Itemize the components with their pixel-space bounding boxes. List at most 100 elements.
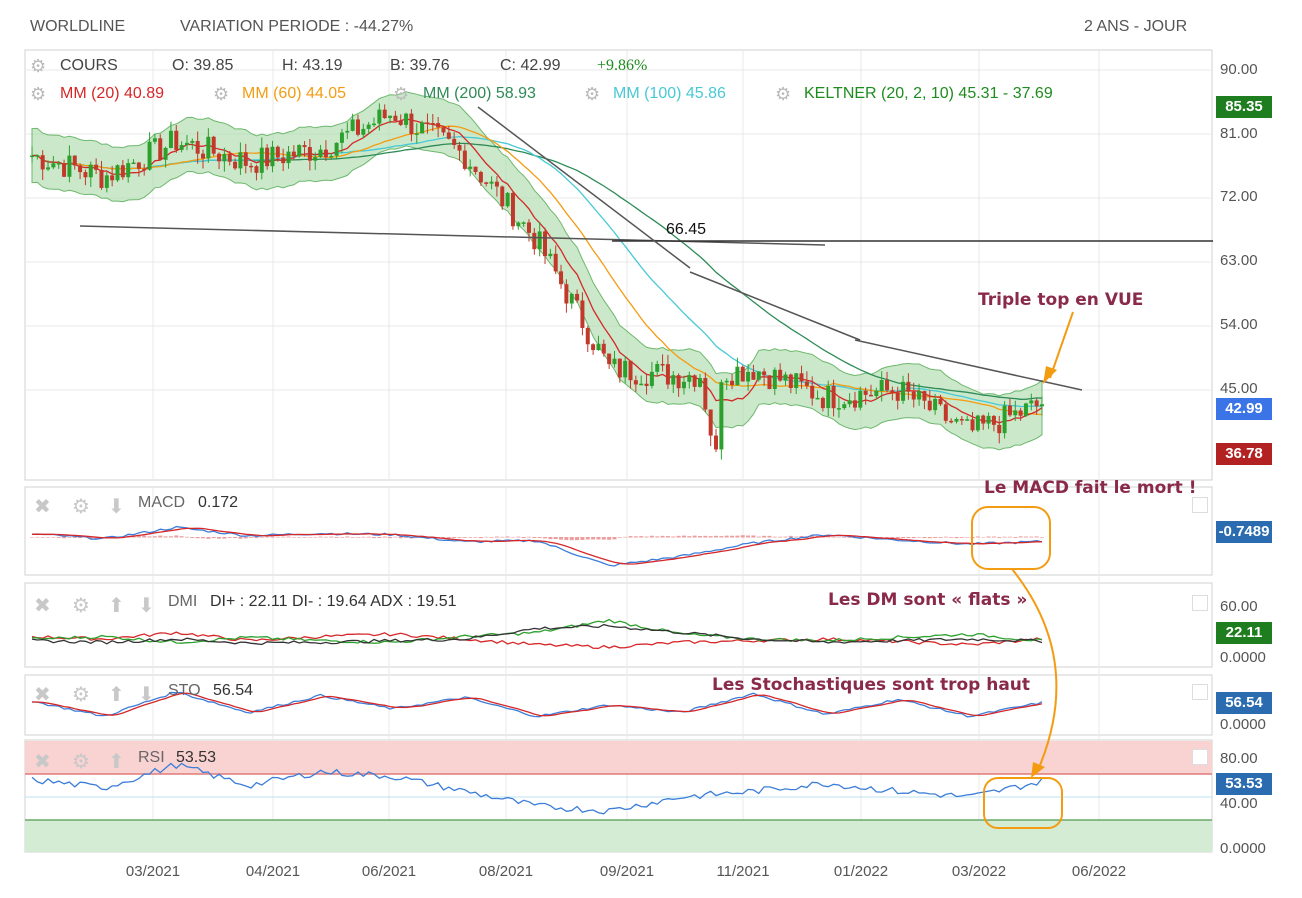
candle-body [457,145,462,151]
close-icon[interactable]: ✖ [34,593,51,617]
candle-body [981,415,986,424]
candle-body [184,142,189,145]
macd-histogram-bar [575,537,580,541]
candle-body [286,151,291,164]
candle-body [174,130,179,150]
price-tick: 81.00 [1220,125,1258,142]
candle-body [254,166,259,173]
macd-highlight [971,506,1051,570]
gear-icon[interactable]: ⚙ [30,84,47,105]
sto-panel-frame [24,674,1213,736]
candle-body [772,369,777,389]
candle-body [537,231,542,250]
arrow-down-icon[interactable]: ⬇ [138,593,155,617]
candle-body [484,182,489,184]
candle-body [211,136,216,154]
dmi-label: DMI [168,593,198,610]
macd-histogram-bar [911,537,916,539]
gear-icon[interactable]: ⚙ [775,84,792,105]
macd-histogram-bar [334,537,339,538]
gear-icon[interactable]: ⚙ [72,749,90,773]
annotation-arrows [971,311,1074,829]
candle-body [313,157,318,161]
candle-body [687,375,692,382]
close-icon[interactable]: ✖ [34,494,51,518]
macd-histogram-bar [249,537,254,538]
price-tick: 72.00 [1220,188,1258,205]
candle-body [1018,410,1023,416]
time-tick: 01/2022 [833,863,889,880]
gear-icon[interactable]: ⚙ [72,494,90,518]
macd-histogram-bar [649,535,654,538]
macd-histogram-bar [681,535,686,538]
candle-body [249,165,254,168]
macd-histogram-bar [879,537,884,538]
arrow-down-icon[interactable]: ⬇ [108,494,125,518]
period-selector[interactable]: 2 ANS - JOUR [1084,18,1188,35]
candle-body [933,398,938,411]
candle-body [991,415,996,425]
mm60-legend: MM (60) 44.05 [242,85,347,102]
candle-body [505,192,510,207]
candle-body [377,109,382,124]
rsi-overbought-zone [25,741,1212,774]
macd-histogram-bar [917,537,922,538]
symbol-label: WORLDLINE [30,18,126,35]
arrow-up-icon[interactable]: ⬆ [108,682,125,706]
macd-histogram-bar [174,535,179,538]
candle-body [281,157,286,164]
macd-histogram-bar [168,536,173,538]
mm100-legend: MM (100) 45.86 [613,85,726,102]
macd-histogram-bar [569,537,574,541]
macd-histogram-bar [500,536,505,538]
macd-histogram-bar [644,536,649,538]
candle-body [302,145,307,148]
dmi-tick: 60.00 [1220,598,1258,615]
rsi-panel-checkbox[interactable] [1192,749,1208,765]
candle-body [569,293,574,304]
candle-body [970,419,975,431]
macd-histogram-bar [981,536,986,538]
macd-histogram-bar [591,537,596,540]
gear-icon[interactable]: ⚙ [30,56,47,77]
gear-icon[interactable]: ⚙ [213,84,230,105]
gear-icon[interactable]: ⚙ [393,84,410,105]
gear-icon[interactable]: ⚙ [72,593,90,617]
arrow-up-icon[interactable]: ⬆ [108,749,125,773]
close-icon[interactable]: ✖ [34,749,51,773]
macd-histogram-bar [275,536,280,538]
macd-histogram-bar [195,537,200,539]
candle-body [740,366,745,382]
candle-body [959,418,964,421]
candle-body [799,373,804,382]
gear-icon[interactable]: ⚙ [584,84,601,105]
macd-histogram-bar [949,537,954,538]
macd-histogram-bar [1002,536,1007,538]
arrow-down-icon[interactable]: ⬇ [138,682,155,706]
gear-icon[interactable]: ⚙ [72,682,90,706]
candle-body [975,415,980,431]
candle-body [190,140,195,143]
close-icon[interactable]: ✖ [34,682,51,706]
macd-histogram-bar [847,537,852,538]
triple-top-arrowhead [1043,366,1057,384]
macd-histogram-bar [270,536,275,538]
dmi-panel-checkbox[interactable] [1192,595,1208,611]
candle-body [548,253,553,257]
time-tick: 03/2022 [951,863,1007,880]
candle-body [564,284,569,304]
sto-panel-checkbox[interactable] [1192,684,1208,700]
candle-body [275,146,280,158]
macd-histogram-bar [703,535,708,538]
macd-panel-checkbox[interactable] [1192,497,1208,513]
macd-histogram-bar [537,537,542,538]
arrow-up-icon[interactable]: ⬆ [108,593,125,617]
candle-body [388,115,393,119]
macd-histogram-bar [794,536,799,538]
candle-body [644,383,649,386]
macd-histogram-bar [366,536,371,538]
macd-histogram-bar [890,537,895,539]
candle-body [265,147,270,167]
macd-histogram-bar [40,537,45,538]
macd-histogram-bar [323,536,328,538]
